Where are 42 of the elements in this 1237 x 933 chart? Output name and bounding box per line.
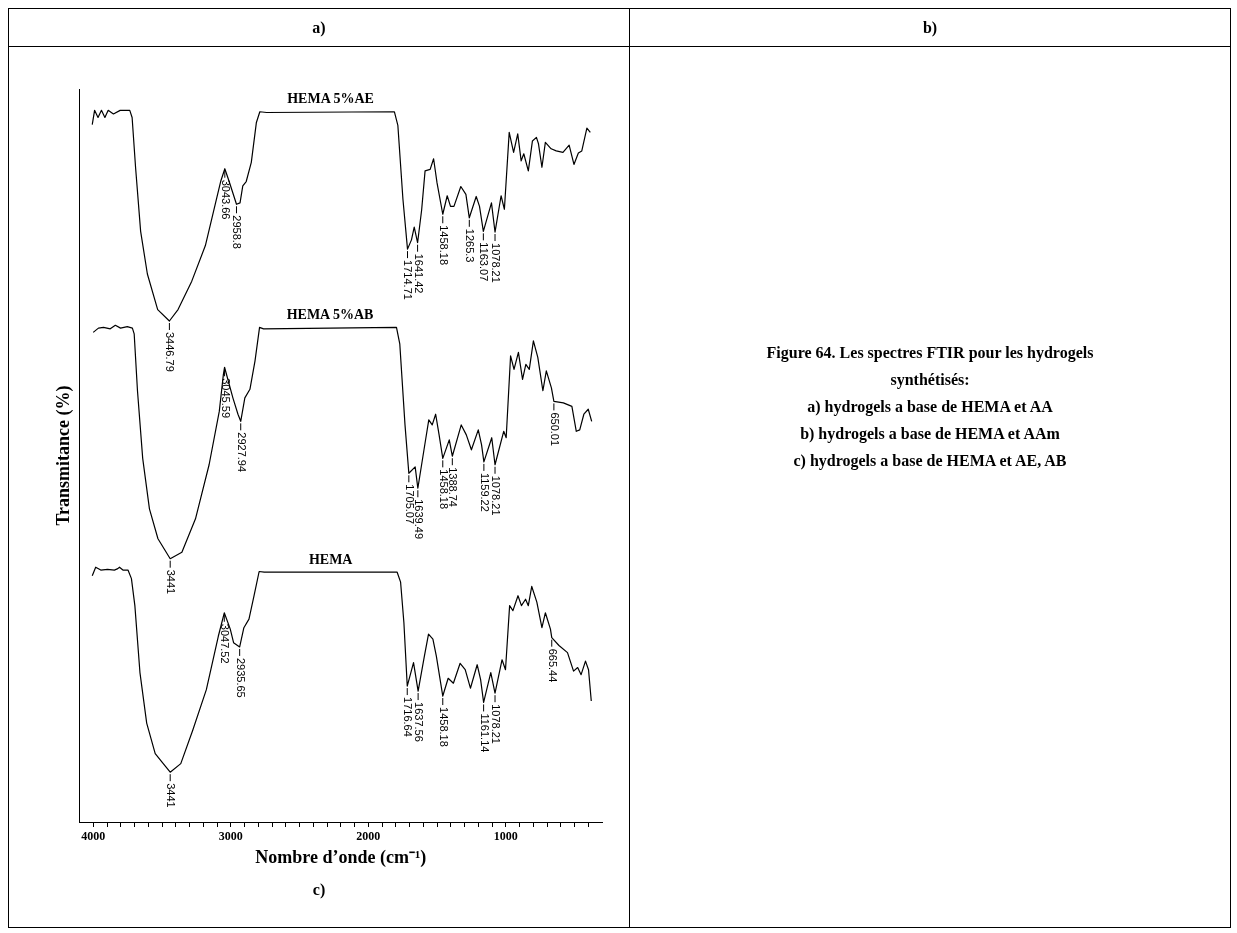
text: a) hydrogels a base de HEMA et AA <box>806 397 1054 418</box>
annotation: 2958.8 <box>231 215 244 249</box>
annotation: 3441 <box>165 783 178 808</box>
series-label: HEMA 5%AB <box>286 307 374 323</box>
annotation: 1716.64 <box>402 697 415 737</box>
annotation: 1714.71 <box>402 260 415 300</box>
annotation: 1458.18 <box>437 707 450 747</box>
annotation: 1078.21 <box>489 704 502 744</box>
annotation: 1265.3 <box>464 228 477 263</box>
annotation: 2927.94 <box>235 432 248 473</box>
text: c) hydrogels a base de HEMA et AE, AB <box>792 451 1068 472</box>
x-tick-label: 1000 <box>493 829 518 844</box>
text: c) <box>311 881 327 899</box>
series-label: HEMA 5%AE <box>287 91 374 107</box>
annotation: 1458.18 <box>437 469 450 510</box>
annotation: 1458.18 <box>437 225 450 266</box>
annotation: 1388.74 <box>447 467 460 507</box>
series-label: HEMA <box>308 551 354 567</box>
annotation: 3446.79 <box>164 332 177 372</box>
annotation: 3043.66 <box>219 179 232 220</box>
annotation: 3047.52 <box>219 623 232 664</box>
annotation: 1641.42 <box>412 253 425 294</box>
annotation: 1078.21 <box>489 475 502 516</box>
annotation: 650.01 <box>548 412 561 447</box>
text: Figure 64. Les spectres FTIR pour les hydrogels synthétisés: <box>765 343 1095 391</box>
text: b) <box>921 18 939 39</box>
text: a) <box>311 18 327 38</box>
annotation: 1078.21 <box>489 243 502 283</box>
x-tick-label: 3000 <box>218 829 243 844</box>
annotation: 1159.22 <box>478 472 491 512</box>
x-tick-label: 2000 <box>356 829 381 844</box>
annotation: 1161.14 <box>478 713 491 753</box>
x-axis-title: Nombre d’onde (cm⁻¹) <box>255 846 427 868</box>
y-axis-title: Transmitance (%) <box>53 385 75 526</box>
annotation: 2935.65 <box>234 657 247 698</box>
annotation: 1637.56 <box>413 702 426 742</box>
annotation: 665.44 <box>546 648 559 683</box>
x-tick-label: 4000 <box>81 829 106 844</box>
text: b) hydrogels a base de HEMA et AAm <box>799 424 1061 445</box>
annotation: 3441 <box>165 569 178 595</box>
annotation: 3045.59 <box>219 378 232 419</box>
annotation: 1163.07 <box>478 242 491 282</box>
